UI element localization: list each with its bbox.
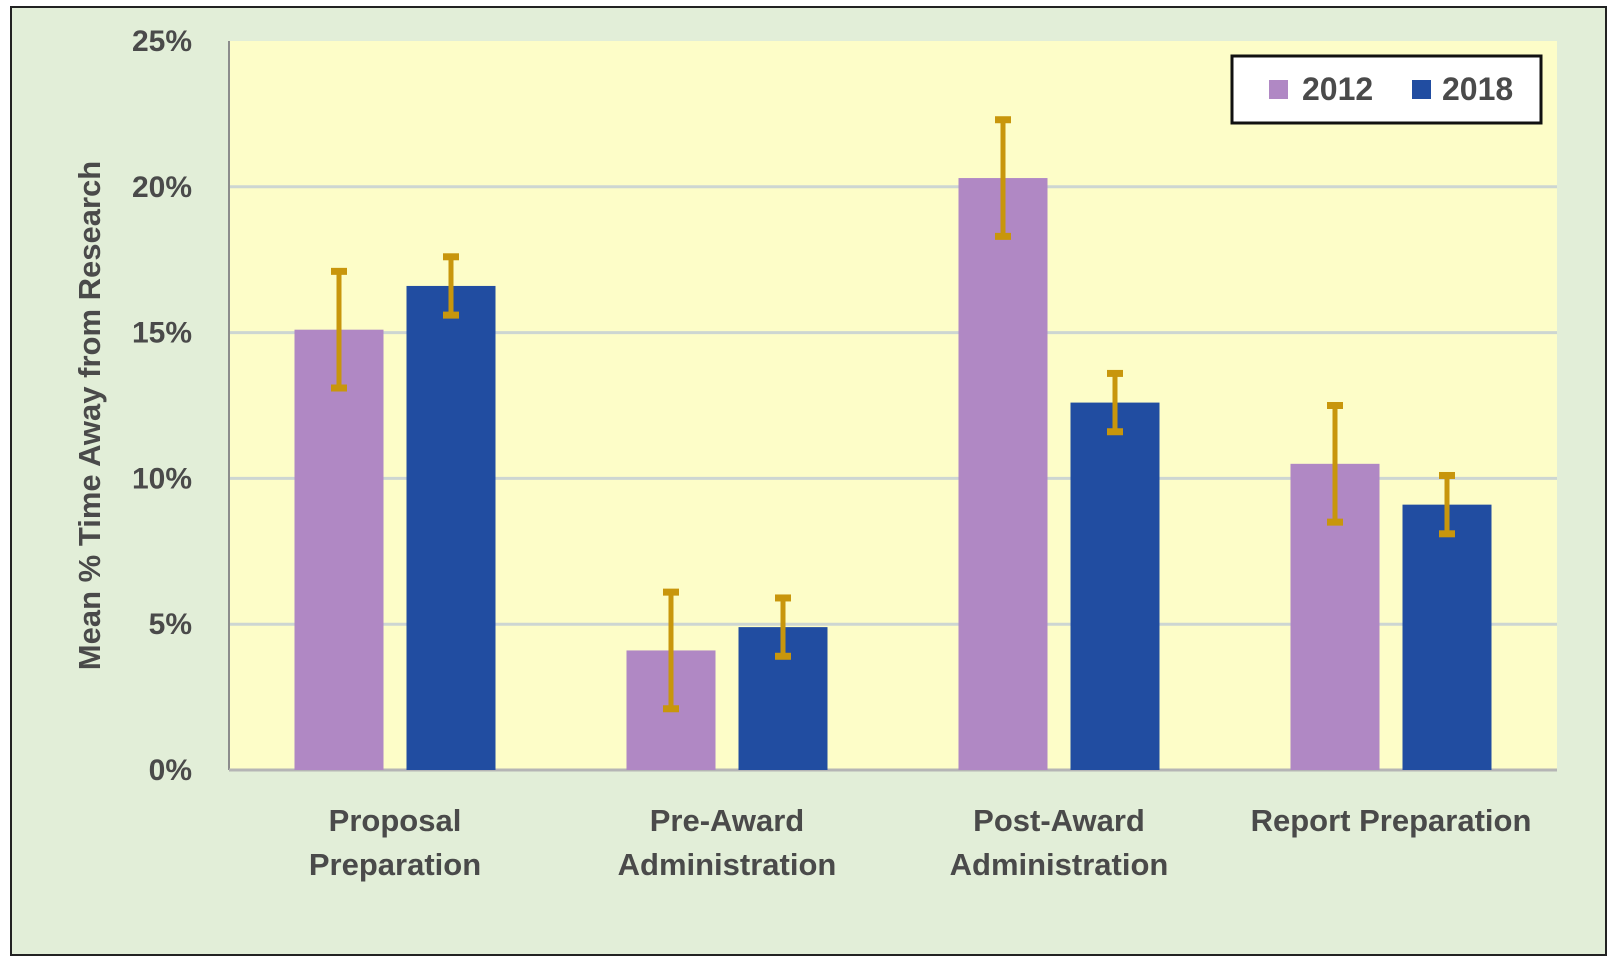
legend-label-2018: 2018 bbox=[1442, 71, 1513, 107]
category-label: Proposal bbox=[329, 803, 462, 838]
chart-frame: 0% 5% 10% 15% 20% 25% Mean % Time Away from Re… bbox=[10, 6, 1607, 956]
category-label: Administration bbox=[618, 847, 837, 882]
bar-2012-0 bbox=[294, 329, 384, 770]
legend-swatch-2012 bbox=[1269, 80, 1288, 99]
legend-label-2012: 2012 bbox=[1302, 71, 1373, 107]
bar-2018-3 bbox=[1402, 504, 1492, 770]
legend-box bbox=[1230, 54, 1543, 125]
category-label: Administration bbox=[950, 847, 1169, 882]
category-label: Post-Award bbox=[973, 803, 1145, 838]
y-tick-label: 10% bbox=[132, 462, 192, 495]
bar-2018-0 bbox=[406, 285, 496, 770]
y-tick-label: 20% bbox=[132, 171, 192, 204]
y-tick-label: 15% bbox=[132, 317, 192, 350]
y-tick-label: 0% bbox=[149, 754, 192, 787]
legend-swatch-2018 bbox=[1412, 80, 1431, 99]
y-tick-label: 25% bbox=[132, 25, 192, 58]
bar-chart: 0% 5% 10% 15% 20% 25% Mean % Time Away from Re… bbox=[72, 25, 1557, 882]
category-label: Pre-Award bbox=[650, 803, 805, 838]
y-axis-title: Mean % Time Away from Research bbox=[72, 161, 107, 670]
bar-2012-2 bbox=[958, 178, 1048, 770]
category-label: Report Preparation bbox=[1251, 803, 1532, 838]
category-label: Preparation bbox=[309, 847, 481, 882]
y-tick-label: 5% bbox=[149, 608, 192, 641]
bar-2018-2 bbox=[1070, 402, 1160, 770]
